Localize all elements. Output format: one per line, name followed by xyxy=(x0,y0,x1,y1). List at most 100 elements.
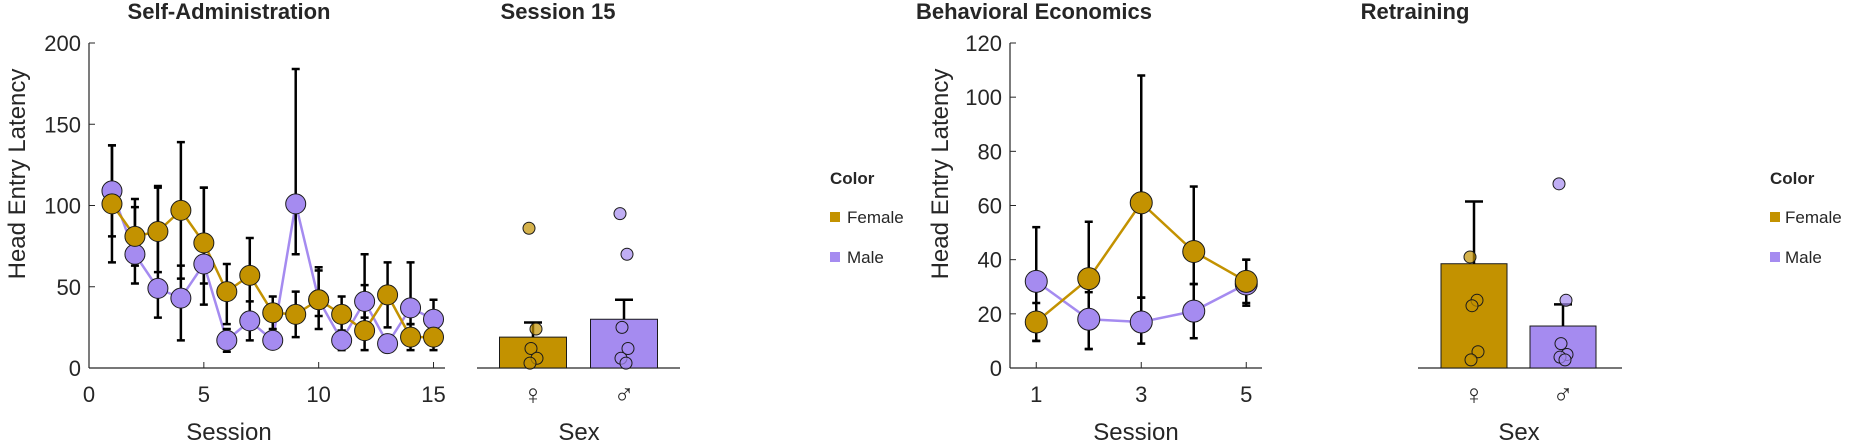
retraining-female-individual-point xyxy=(1471,345,1485,359)
panel2-title: Session 15 xyxy=(501,0,616,24)
self-admin-male-point xyxy=(216,329,238,351)
legend-2-female-swatch xyxy=(1770,212,1780,222)
panel1-xlabel: Session xyxy=(186,419,271,444)
session15-male-individual-point xyxy=(620,247,634,261)
self-admin-male-point xyxy=(377,333,399,355)
session15-male-individual-point xyxy=(621,342,635,355)
self-admin-ytick-label: 50 xyxy=(57,275,81,300)
panel1-ylabel: Head Entry Latency xyxy=(4,69,31,280)
self-admin-male-point xyxy=(239,310,261,332)
self-admin-ytick-label: 200 xyxy=(44,31,81,56)
behavioral-economics-plot: 0 20 40 60 80 100 120 1 3 5 xyxy=(965,31,1262,407)
self-admin-xtick-label: 10 xyxy=(306,382,330,407)
legend-2-title: Color xyxy=(1770,169,1815,188)
legend-1-male-label: Male xyxy=(847,248,884,267)
session-15-plot: ♀ ♂ xyxy=(477,207,680,410)
self-admin-xtick-label: 15 xyxy=(421,382,445,407)
self-admin-female-point xyxy=(285,303,307,325)
behav-econ-ytick-label: 20 xyxy=(978,302,1002,327)
panel3-title: Behavioral Economics xyxy=(916,0,1152,24)
self-admin-male-point xyxy=(124,243,146,265)
panel1-title: Self-Administration xyxy=(128,0,331,24)
legend-1-male-swatch xyxy=(830,252,840,262)
self-admin-xtick-label: 5 xyxy=(198,382,210,407)
session15-female-individual-point xyxy=(522,221,536,235)
self-admin-male-point xyxy=(400,297,422,319)
behav-econ-male-point xyxy=(1182,299,1206,323)
self-admin-male-point xyxy=(354,290,376,312)
legend-1-title: Color xyxy=(830,169,875,188)
session15-female-individual-point xyxy=(529,322,543,336)
behav-econ-ytick-label: 40 xyxy=(978,248,1002,273)
self-admin-male-point xyxy=(331,329,353,351)
behav-econ-xtick-label: 1 xyxy=(1030,382,1042,407)
behav-econ-xtick-label: 5 xyxy=(1240,382,1252,407)
self-admin-female-point xyxy=(423,326,445,348)
behav-econ-ytick-label: 120 xyxy=(965,31,1002,56)
legend-2: Color Female Male xyxy=(1770,169,1842,267)
self-admin-female-point xyxy=(377,284,399,306)
panel3-ylabel: Head Entry Latency xyxy=(927,69,954,280)
behav-econ-ytick-label: 0 xyxy=(990,356,1002,381)
panel4-title: Retraining xyxy=(1361,0,1470,24)
retraining-xtick-label-male: ♂ xyxy=(1553,379,1574,410)
self-admin-male-point xyxy=(170,287,192,309)
behav-econ-female-point xyxy=(1129,191,1153,215)
behav-econ-female-point xyxy=(1024,310,1048,334)
self-admin-female-point xyxy=(400,326,422,348)
self-admin-female-point xyxy=(331,303,353,325)
panel2-xlabel: Sex xyxy=(558,419,599,444)
legend-2-male-label: Male xyxy=(1785,248,1822,267)
self-admin-female-point xyxy=(124,225,146,247)
retraining-female-individual-point xyxy=(1464,353,1478,367)
behav-econ-male-point xyxy=(1129,310,1153,334)
panel3-xlabel: Session xyxy=(1093,419,1178,444)
retraining-plot: ♀ ♂ xyxy=(1418,177,1622,410)
self-admin-male-point xyxy=(193,253,215,275)
self-admin-female-point xyxy=(101,193,123,215)
self-admin-male-point xyxy=(147,277,169,299)
panel4-xlabel: Sex xyxy=(1498,419,1539,444)
behav-econ-female-point xyxy=(1182,240,1206,264)
behav-econ-ytick-label: 100 xyxy=(965,85,1002,110)
self-admin-female-point xyxy=(354,320,376,342)
legend-1-female-label: Female xyxy=(847,208,904,227)
self-admin-male-point xyxy=(285,193,307,215)
session15-xtick-label-female: ♀ xyxy=(523,379,544,410)
self-admin-female-point xyxy=(170,199,192,221)
session15-xtick-label-male: ♂ xyxy=(614,379,635,410)
self-admin-female-point xyxy=(147,221,169,242)
session15-male-individual-point xyxy=(615,320,629,334)
self-admin-ytick-label: 100 xyxy=(44,194,81,219)
retraining-female-individual-point xyxy=(1465,299,1479,313)
self-admin-ytick-label: 150 xyxy=(44,112,81,137)
legend-2-male-swatch xyxy=(1770,252,1780,262)
self-admin-female-point xyxy=(193,232,215,254)
self-admin-male-point xyxy=(262,329,284,351)
behav-econ-ytick-label: 80 xyxy=(978,139,1002,164)
self-admin-xtick-label: 0 xyxy=(83,382,95,407)
retraining-male-individual-point xyxy=(1558,353,1572,367)
behav-econ-male-point xyxy=(1024,269,1048,293)
session15-male-individual-point xyxy=(613,207,627,221)
behav-econ-ytick-label: 60 xyxy=(978,194,1002,219)
behav-econ-female-point xyxy=(1077,267,1101,291)
session15-male-individual-point xyxy=(619,356,633,370)
behav-econ-female-point xyxy=(1234,269,1258,293)
self-admin-female-point xyxy=(308,289,330,311)
retraining-male-individual-point xyxy=(1554,337,1568,351)
legend-1: Color Female Male xyxy=(830,169,904,267)
legend-1-female-swatch xyxy=(830,212,840,222)
retraining-xtick-label-female: ♀ xyxy=(1464,379,1485,410)
self-admin-female-point xyxy=(216,281,238,303)
behav-econ-xtick-label: 3 xyxy=(1135,382,1147,407)
self-admin-female-point xyxy=(262,302,284,324)
retraining-male-individual-point xyxy=(1552,177,1566,191)
session15-female-individual-point xyxy=(524,342,538,355)
self-admin-female-point xyxy=(239,264,261,286)
self-admin-ytick-label: 0 xyxy=(69,356,81,381)
retraining-female-individual-point xyxy=(1463,250,1477,264)
self-administration-plot: 0 50 100 150 200 0 5 10 15 xyxy=(44,31,445,407)
session15-female-individual-point xyxy=(523,356,537,370)
